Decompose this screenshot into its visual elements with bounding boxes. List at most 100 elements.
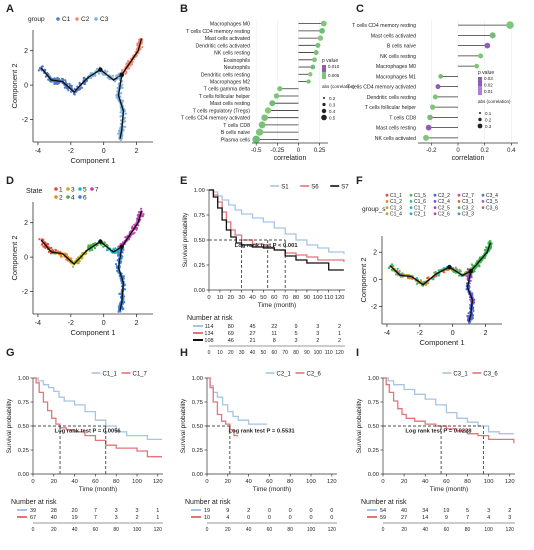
legend-label: 0.01 [484, 89, 493, 94]
legend-swatch [90, 187, 94, 191]
category-label: T cells CD8 [389, 115, 416, 121]
x-tick-label: -2 [68, 320, 74, 327]
cell-point [117, 305, 120, 308]
cell-point [470, 263, 473, 266]
cell-point [121, 83, 124, 86]
cell-point [141, 46, 144, 49]
legend-label: C1_7 [414, 205, 426, 211]
legend-size-dot [478, 117, 482, 122]
risk-count: 27 [401, 515, 407, 521]
lollipop-head [313, 50, 319, 56]
category-label: T cells gamma delta [204, 87, 250, 93]
cell-point [73, 87, 76, 91]
risk-count: 2 [338, 338, 341, 344]
x-tick-label: 0.4 [507, 148, 516, 154]
cell-point [103, 69, 107, 72]
lollipop-head [317, 35, 324, 41]
legend-label: 0.2 [329, 96, 336, 101]
risk-tick-label: 60 [267, 527, 273, 533]
survival-curve-S1 [209, 189, 345, 254]
risk-count: 0 [268, 515, 271, 521]
risk-count: 40 [51, 515, 57, 521]
risk-count: 2 [508, 508, 511, 514]
cell-point [64, 79, 67, 82]
risk-count: 3 [295, 338, 298, 344]
cell-point [60, 255, 63, 258]
legend-swatch [385, 212, 389, 216]
x-tick-label: 40 [71, 479, 77, 485]
legend-label: C2_6 [307, 371, 322, 377]
risk-count: 0 [247, 515, 250, 521]
cell-point [54, 248, 57, 251]
legend-label: 5 [83, 186, 87, 193]
cell-point [119, 125, 122, 129]
cell-point [70, 257, 73, 260]
cell-point [118, 252, 121, 255]
cell-point [466, 268, 469, 271]
x-tick-label: 0 [207, 295, 210, 301]
y-tick-label: 0.25 [368, 448, 379, 454]
cell-point [121, 308, 124, 311]
y-tick-label: 1.00 [368, 376, 379, 382]
risk-count: 3 [487, 508, 490, 514]
risk-tick-label: 40 [422, 527, 428, 533]
risk-count: 19 [72, 515, 78, 521]
cell-point [121, 101, 124, 104]
cell-point [77, 256, 80, 259]
legend-label: C3_3 [462, 212, 474, 218]
x-tick-label: 20 [51, 479, 57, 485]
legend-label: C3 [100, 16, 109, 23]
cell-point [116, 270, 120, 273]
y-tick-label: 2 [24, 220, 28, 227]
branch-node [98, 239, 103, 244]
x-tick-label: 0 [297, 148, 301, 154]
cell-point [119, 138, 122, 141]
trajectory-line [40, 239, 123, 265]
legend-label: C3_2 [462, 205, 474, 211]
risk-count: 0 [289, 508, 292, 514]
legend-swatch [78, 195, 82, 199]
legend-label: C1_6 [414, 199, 426, 205]
x-tick-label: 80 [113, 479, 119, 485]
cell-point [70, 90, 73, 93]
panel-label-C: C [356, 3, 364, 15]
cell-point [124, 112, 127, 115]
legend-label: 0.010 [328, 64, 340, 69]
risk-tick-label: 60 [93, 527, 99, 533]
legend-swatch [66, 195, 70, 199]
panel-label-I: I [356, 347, 359, 359]
x-tick-label: 60 [92, 479, 98, 485]
y-tick-label: 1.00 [192, 376, 203, 382]
x-tick-label: 110 [324, 295, 333, 301]
lollipop-head [273, 93, 280, 99]
panel-label-D: D [6, 175, 14, 187]
branch-node [119, 72, 124, 78]
legend-swatch [457, 206, 461, 210]
x-tick-label: -4 [384, 330, 390, 337]
cell-point [388, 266, 391, 269]
legend-swatch [409, 193, 413, 197]
cell-point [427, 282, 430, 285]
panel-label-A: A [6, 3, 14, 15]
cell-point [424, 284, 427, 287]
x-axis-label: Time (month) [430, 486, 468, 493]
risk-tick-label: 60 [444, 527, 450, 533]
survival-curve-C3_1 [383, 377, 514, 435]
risk-tick-label: 70 [282, 350, 288, 356]
cell-point [120, 257, 123, 260]
cell-point [102, 73, 105, 76]
risk-tick-label: 20 [225, 527, 231, 533]
legend-swatch [385, 193, 389, 197]
panel-label-B: B [180, 3, 188, 15]
cell-point [123, 117, 126, 121]
risk-count: 19 [204, 508, 210, 514]
legend-label: C2_6 [438, 212, 450, 218]
trajectory-line [389, 265, 472, 286]
legend-label: 3 [71, 186, 75, 193]
x-tick-label: 30 [238, 295, 244, 301]
cell-point [71, 265, 75, 268]
log-rank-annotation: Log rank test P = 0.0228 [405, 429, 472, 435]
risk-count: 59 [380, 515, 386, 521]
cell-point [63, 86, 66, 89]
risk-count: 108 [204, 338, 213, 344]
